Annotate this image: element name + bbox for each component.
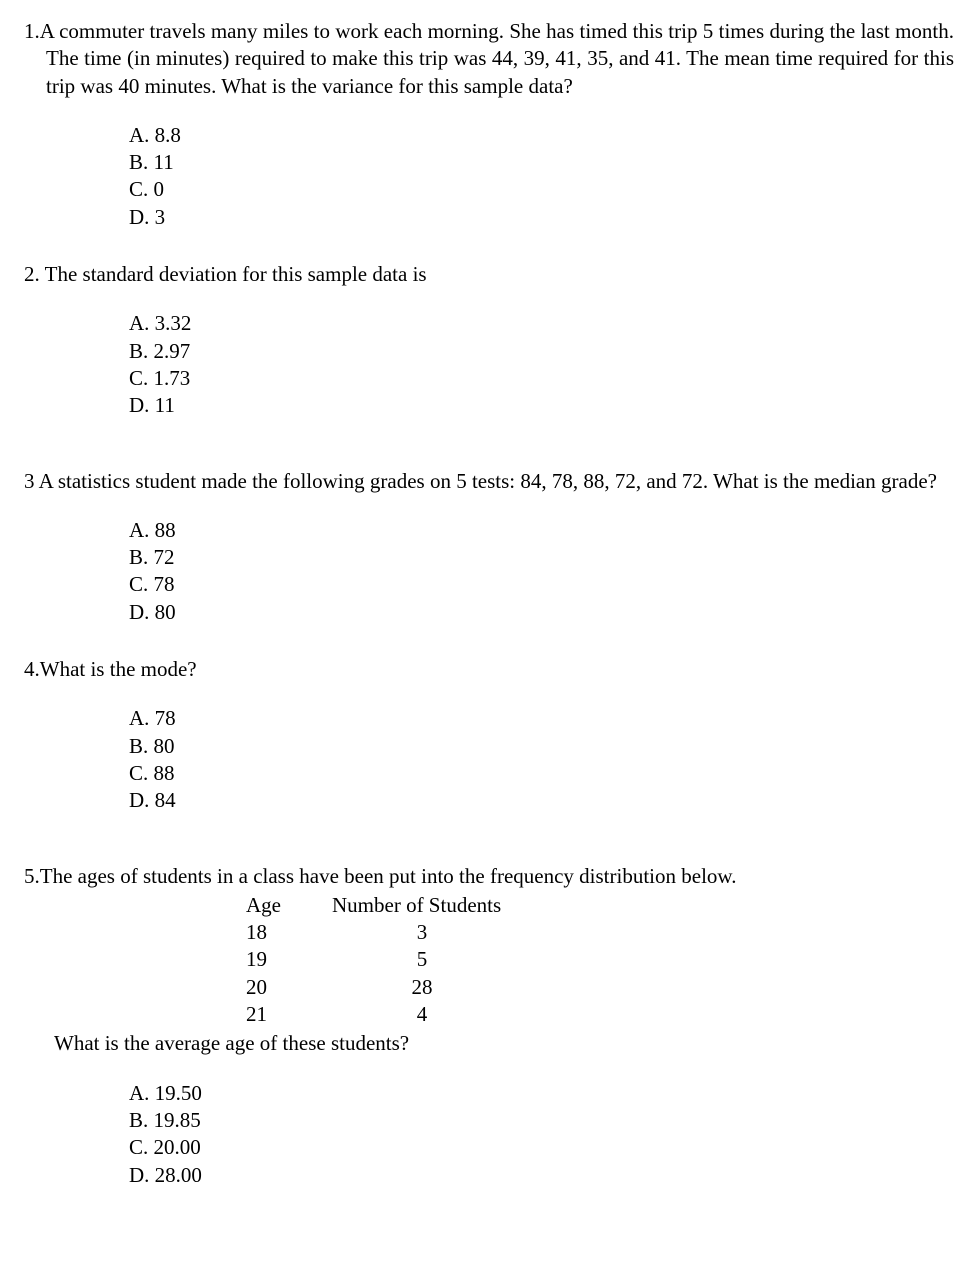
q3-options: A. 88 B. 72 C. 78 D. 80 <box>129 517 954 626</box>
table-row: 19 5 <box>246 946 954 973</box>
question-3: 3 A statistics student made the followin… <box>24 468 954 626</box>
q1-option-b: B. 11 <box>129 149 954 176</box>
table-cell-age: 18 <box>246 919 332 946</box>
q3-option-a: A. 88 <box>129 517 954 544</box>
q5-option-c: C. 20.00 <box>129 1134 954 1161</box>
q2-option-a: A. 3.32 <box>129 310 954 337</box>
table-row: 18 3 <box>246 919 954 946</box>
q4-options: A. 78 B. 80 C. 88 D. 84 <box>129 705 954 814</box>
q3-option-b: B. 72 <box>129 544 954 571</box>
table-header-number: Number of Students <box>332 892 512 919</box>
table-cell-n: 4 <box>332 1001 512 1028</box>
q1-option-d: D. 3 <box>129 204 954 231</box>
q3-stem: 3 A statistics student made the followin… <box>24 468 954 495</box>
table-cell-n: 3 <box>332 919 512 946</box>
table-row: 20 28 <box>246 974 954 1001</box>
q5-options: A. 19.50 B. 19.85 C. 20.00 D. 28.00 <box>129 1080 954 1189</box>
q1-options: A. 8.8 B. 11 C. 0 D. 3 <box>129 122 954 231</box>
q5-option-d: D. 28.00 <box>129 1162 954 1189</box>
question-1: 1.A commuter travels many miles to work … <box>24 18 954 231</box>
q4-stem: 4.What is the mode? <box>24 656 954 683</box>
table-cell-age: 19 <box>246 946 332 973</box>
q5-stem: 5.The ages of students in a class have b… <box>24 863 954 890</box>
table-cell-n: 5 <box>332 946 512 973</box>
table-header-age: Age <box>246 892 332 919</box>
q5-option-a: A. 19.50 <box>129 1080 954 1107</box>
table-cell-n: 28 <box>332 974 512 1001</box>
q4-option-b: B. 80 <box>129 733 954 760</box>
q1-option-a: A. 8.8 <box>129 122 954 149</box>
table-cell-age: 21 <box>246 1001 332 1028</box>
q3-option-d: D. 80 <box>129 599 954 626</box>
q2-option-b: B. 2.97 <box>129 338 954 365</box>
q1-option-c: C. 0 <box>129 176 954 203</box>
q3-option-c: C. 78 <box>129 571 954 598</box>
q5-option-b: B. 19.85 <box>129 1107 954 1134</box>
question-5: 5.The ages of students in a class have b… <box>24 863 954 1189</box>
question-2: 2. The standard deviation for this sampl… <box>24 261 954 419</box>
q4-option-c: C. 88 <box>129 760 954 787</box>
q5-followup: What is the average age of these student… <box>54 1030 954 1057</box>
table-row: 21 4 <box>246 1001 954 1028</box>
q5-frequency-table: Age Number of Students 18 3 19 5 20 28 2… <box>246 892 954 1028</box>
q2-options: A. 3.32 B. 2.97 C. 1.73 D. 11 <box>129 310 954 419</box>
q2-option-d: D. 11 <box>129 392 954 419</box>
table-header-row: Age Number of Students <box>246 892 954 919</box>
q4-option-a: A. 78 <box>129 705 954 732</box>
q1-stem: 1.A commuter travels many miles to work … <box>24 18 954 100</box>
question-4: 4.What is the mode? A. 78 B. 80 C. 88 D.… <box>24 656 954 814</box>
q2-option-c: C. 1.73 <box>129 365 954 392</box>
q4-option-d: D. 84 <box>129 787 954 814</box>
q2-stem: 2. The standard deviation for this sampl… <box>24 261 954 288</box>
table-cell-age: 20 <box>246 974 332 1001</box>
